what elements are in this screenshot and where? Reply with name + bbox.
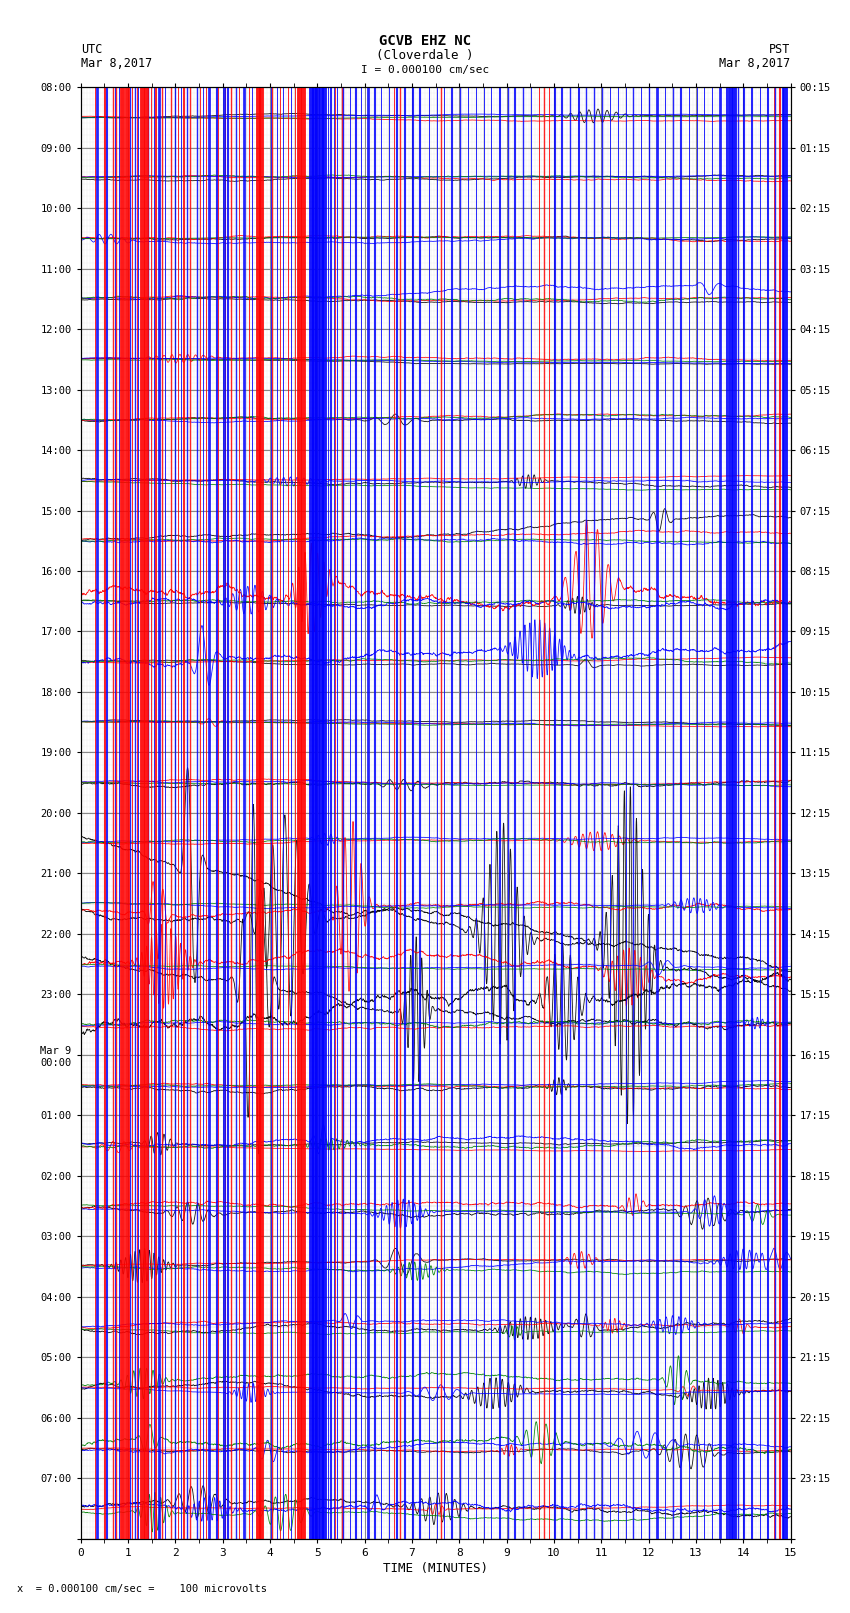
Text: Mar 8,2017: Mar 8,2017 (719, 56, 791, 71)
Text: I = 0.000100 cm/sec: I = 0.000100 cm/sec (361, 65, 489, 76)
Text: x  = 0.000100 cm/sec =    100 microvolts: x = 0.000100 cm/sec = 100 microvolts (17, 1584, 267, 1594)
Text: Mar 8,2017: Mar 8,2017 (81, 56, 152, 71)
Text: GCVB EHZ NC: GCVB EHZ NC (379, 34, 471, 47)
Text: (Cloverdale ): (Cloverdale ) (377, 48, 473, 63)
X-axis label: TIME (MINUTES): TIME (MINUTES) (383, 1561, 488, 1574)
Text: PST: PST (769, 42, 790, 56)
Text: UTC: UTC (81, 42, 102, 56)
